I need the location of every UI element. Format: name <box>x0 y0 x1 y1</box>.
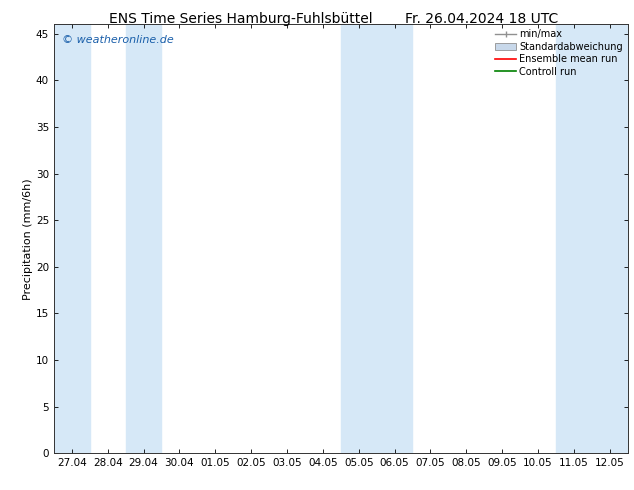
Text: ENS Time Series Hamburg-Fuhlsbüttel: ENS Time Series Hamburg-Fuhlsbüttel <box>109 12 373 26</box>
Bar <box>54 24 90 453</box>
Text: © weatheronline.de: © weatheronline.de <box>63 35 174 45</box>
Y-axis label: Precipitation (mm/6h): Precipitation (mm/6h) <box>23 178 33 300</box>
Bar <box>556 24 628 453</box>
Bar <box>341 24 413 453</box>
Text: Fr. 26.04.2024 18 UTC: Fr. 26.04.2024 18 UTC <box>405 12 559 26</box>
Legend: min/max, Standardabweichung, Ensemble mean run, Controll run: min/max, Standardabweichung, Ensemble me… <box>491 25 626 80</box>
Bar <box>126 24 162 453</box>
